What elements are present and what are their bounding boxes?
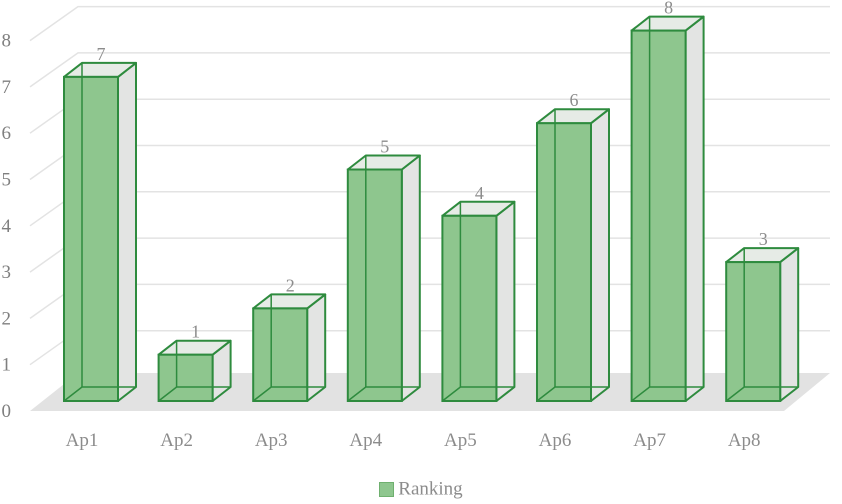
bar-side-face	[684, 15, 705, 402]
legend: Ranking	[0, 478, 842, 501]
data-label: 7	[97, 44, 106, 64]
bar-side-face	[779, 247, 800, 402]
bar-side-face	[590, 108, 610, 402]
gridline	[29, 329, 830, 366]
x-tick-label: Ap2	[160, 430, 193, 451]
bar-ap7	[630, 15, 705, 402]
y-tick-label: 6	[2, 123, 12, 144]
bar-ap4	[346, 154, 421, 402]
y-tick-label: 0	[2, 401, 12, 422]
y-axis-ticks: 0 1 2 3 4 5 6 7 8	[2, 31, 12, 422]
bar-front-face	[346, 168, 403, 402]
gridline	[29, 283, 830, 320]
y-tick-label: 7	[2, 77, 12, 98]
x-axis-labels: Ap1 Ap2 Ap3 Ap4 Ap5 Ap6 Ap7 Ap8	[66, 430, 761, 451]
data-label: 6	[570, 90, 579, 110]
bar-front-face	[157, 353, 214, 403]
bars	[63, 15, 800, 403]
y-tick-label: 8	[2, 31, 12, 52]
bar-side-face	[306, 293, 327, 402]
bar-ap2	[157, 339, 232, 403]
x-tick-label: Ap8	[728, 430, 761, 451]
bar-ap6	[536, 108, 610, 402]
legend-swatch	[379, 482, 395, 498]
gridline	[29, 98, 830, 134]
x-tick-label: Ap7	[633, 430, 666, 451]
y-tick-label: 2	[2, 308, 12, 329]
bar-front-face	[725, 261, 782, 402]
bar-front-face	[536, 122, 592, 402]
gridline	[29, 191, 830, 227]
floor	[30, 373, 830, 411]
x-tick-label: Ap3	[255, 430, 288, 451]
bar-ap5	[441, 200, 516, 402]
bar-ap3	[252, 293, 327, 402]
bar-front-face	[441, 214, 498, 402]
x-tick-label: Ap6	[539, 430, 572, 451]
gridline	[29, 237, 830, 273]
bar-ap8	[725, 247, 800, 402]
bar-front-face	[252, 307, 309, 402]
gridline	[29, 52, 830, 88]
data-label: 8	[664, 0, 673, 18]
y-tick-label: 5	[2, 170, 12, 191]
bar-front-face	[63, 75, 119, 403]
y-tick-label: 4	[2, 216, 12, 237]
data-labels: 7 1 2 5 4 6 8 3	[97, 0, 768, 342]
y-tick-label: 1	[2, 355, 12, 376]
gridline	[29, 5, 830, 42]
bar-ap1	[63, 61, 137, 403]
bar-side-face	[400, 154, 421, 402]
x-tick-label: Ap4	[349, 430, 382, 451]
bar-side-face	[117, 61, 137, 402]
bar-front-face	[630, 29, 687, 402]
bar-side-face	[495, 200, 516, 402]
x-tick-label: Ap1	[66, 430, 99, 451]
gridline	[29, 144, 830, 181]
y-tick-label: 3	[2, 262, 12, 283]
x-tick-label: Ap5	[444, 430, 477, 451]
data-label: 4	[475, 183, 484, 203]
gridlines	[29, 5, 830, 411]
data-label: 3	[759, 229, 768, 249]
data-label: 1	[191, 322, 200, 342]
data-label: 5	[380, 137, 389, 157]
data-label: 2	[286, 275, 295, 295]
legend-label: Ranking	[398, 478, 463, 500]
